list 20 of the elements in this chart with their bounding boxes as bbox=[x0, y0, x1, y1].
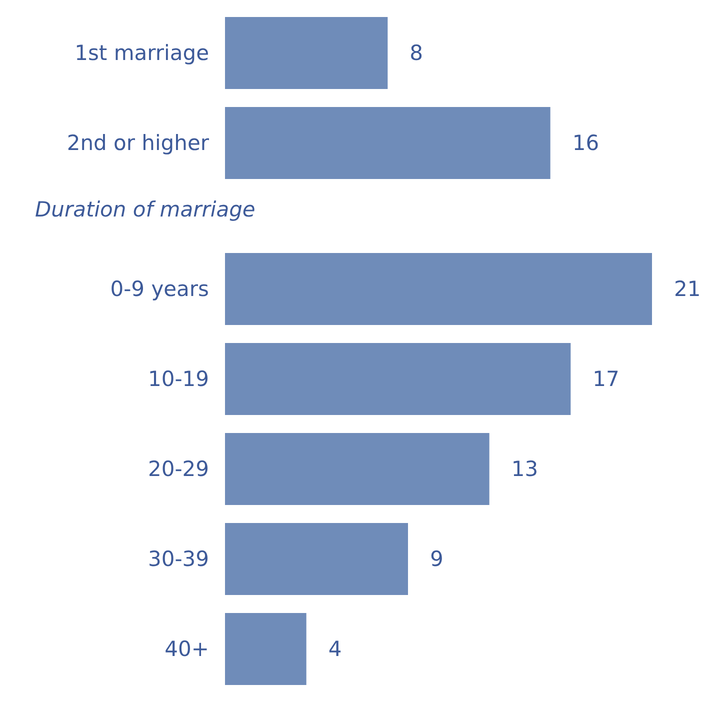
y-tick-label: 2nd or higher bbox=[66, 131, 210, 155]
data-label: 21 bbox=[674, 277, 701, 301]
chart-title: Duration of marriage bbox=[35, 198, 256, 222]
data-label: 4 bbox=[328, 637, 342, 661]
y-tick-label: 1st marriage bbox=[74, 41, 209, 65]
bar bbox=[225, 613, 306, 685]
data-label: 8 bbox=[410, 41, 424, 65]
y-tick-label: 0-9 years bbox=[110, 277, 209, 301]
bar bbox=[225, 253, 652, 325]
y-tick-label: 30-39 bbox=[148, 547, 209, 571]
y-tick-label: 40+ bbox=[164, 637, 209, 661]
y-tick-label: 20-29 bbox=[148, 457, 209, 481]
bar bbox=[225, 433, 490, 505]
data-label: 13 bbox=[511, 457, 538, 481]
bar bbox=[225, 523, 408, 595]
data-label: 16 bbox=[572, 131, 600, 155]
data-label: 9 bbox=[430, 547, 444, 571]
bar bbox=[225, 343, 571, 415]
data-label: 17 bbox=[592, 367, 620, 391]
y-tick-label: 10-19 bbox=[148, 367, 209, 391]
